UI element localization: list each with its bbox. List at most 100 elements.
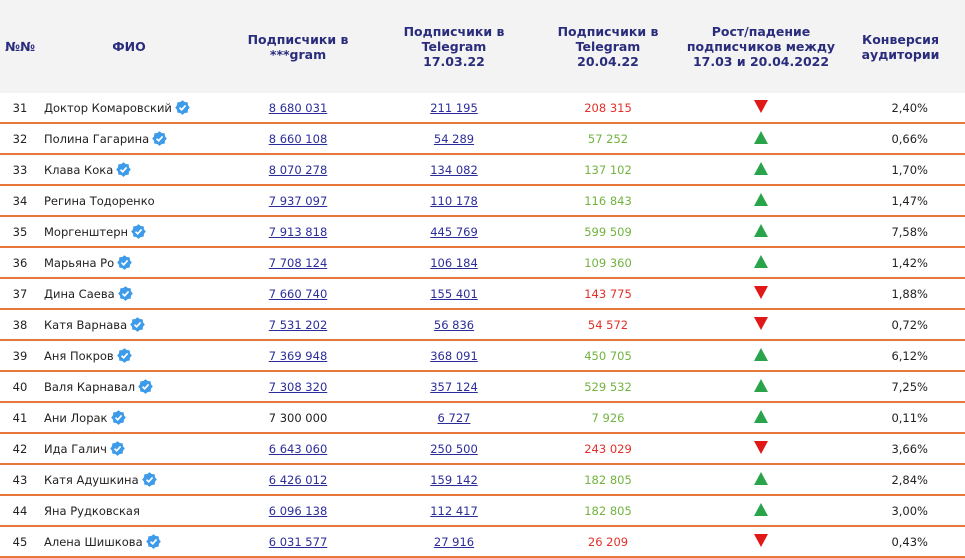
tg-subscribers-0317: 250 500 — [430, 441, 478, 456]
gram-cell: 6 426 012 — [218, 464, 378, 496]
trend-cell — [686, 309, 836, 341]
trend-up — [754, 471, 768, 485]
verified-badge — [138, 379, 153, 394]
person-name: Катя Адушкина — [44, 473, 139, 487]
tg-subscribers-0420: 182 805 — [530, 464, 686, 496]
name-cell: Алена Шишкова — [40, 526, 218, 558]
gram-subscribers: 7 708 124 — [268, 255, 328, 270]
trend-cell — [686, 433, 836, 465]
trend-up — [754, 223, 768, 237]
gram-subscribers: 7 308 320 — [268, 379, 328, 394]
gram-cell: 6 643 060 — [218, 433, 378, 465]
gram-subscribers: 6 643 060 — [268, 441, 328, 456]
trend-cell — [686, 402, 836, 434]
header-cell: Конверсия аудитории — [836, 0, 965, 93]
header-row: №№ ФИО Подписчики в ***gram Подписчики в Te… — [0, 0, 965, 93]
row-number: 32 — [0, 123, 40, 155]
gram-cell: 7 308 320 — [218, 371, 378, 403]
name-cell: Доктор Комаровский — [40, 93, 218, 124]
gram-cell: 7 708 124 — [218, 247, 378, 279]
row-number: 42 — [0, 433, 40, 465]
trend-cell — [686, 185, 836, 217]
trend-down — [754, 533, 768, 547]
tg-cell-0317: 6 727 — [378, 402, 530, 434]
table-row: 31 Доктор Комаровский 8 680 031 211 195 208 … — [0, 93, 965, 124]
table-row: 39 Аня Покров 7 369 948 368 091 450 705 6,12% — [0, 340, 965, 372]
tg-subscribers-0420: 243 029 — [530, 433, 686, 465]
tg-cell-0317: 368 091 — [378, 340, 530, 372]
person-name: Регина Тодоренко — [44, 193, 155, 208]
gram-subscribers: 7 531 202 — [268, 317, 328, 332]
row-number: 33 — [0, 154, 40, 186]
row-number: 44 — [0, 495, 40, 527]
tg-subscribers-0317: 27 916 — [433, 534, 475, 549]
table-row: 43 Катя Адушкина 6 426 012 159 142 182 805 2,… — [0, 464, 965, 496]
row-number: 39 — [0, 340, 40, 372]
gram-cell: 7 300 000 — [218, 402, 378, 434]
table-row: 45 Алена Шишкова 6 031 577 27 916 26 209 0,43… — [0, 526, 965, 558]
name-cell: Дина Саева — [40, 278, 218, 310]
gram-subscribers: 7 937 097 — [268, 193, 328, 208]
tg-cell-0317: 56 836 — [378, 309, 530, 341]
tg-cell-0317: 250 500 — [378, 433, 530, 465]
tg-subscribers-0317: 159 142 — [430, 472, 478, 487]
tg-subscribers-0317: 56 836 — [433, 317, 475, 332]
trend-up — [754, 130, 768, 144]
conversion: 0,72% — [836, 309, 965, 341]
table-row: 34 Регина Тодоренко 7 937 097 110 178 116 84… — [0, 185, 965, 217]
tg-subscribers-0420: 7 926 — [530, 402, 686, 434]
conversion: 0,11% — [836, 402, 965, 434]
conversion: 1,70% — [836, 154, 965, 186]
tg-subscribers-0420: 208 315 — [530, 93, 686, 124]
name-cell: Ида Галич — [40, 433, 218, 465]
name-cell: Моргенштерн — [40, 216, 218, 248]
tg-subscribers-0317: 106 184 — [430, 255, 478, 270]
person-name: Марьяна Ро — [44, 256, 115, 270]
trend-down — [754, 285, 768, 299]
tg-subscribers-0420: 182 805 — [530, 495, 686, 527]
header-cell: Подписчики в Telegram 20.04.22 — [530, 0, 686, 93]
gram-cell: 6 096 138 — [218, 495, 378, 527]
gram-cell: 7 913 818 — [218, 216, 378, 248]
verified-badge — [131, 224, 146, 239]
trend-cell — [686, 464, 836, 496]
tg-subscribers-0317: 357 124 — [430, 379, 478, 394]
gram-subscribers: 8 660 108 — [268, 131, 328, 146]
header-cell: ФИО — [40, 0, 218, 93]
person-name: Моргенштерн — [44, 225, 129, 239]
tg-subscribers-0317: 134 082 — [430, 162, 478, 177]
trend-cell — [686, 526, 836, 558]
gram-cell: 6 031 577 — [218, 526, 378, 558]
person-name: Алена Шишкова — [44, 535, 143, 549]
trend-down — [754, 99, 768, 113]
verified-badge — [117, 286, 133, 301]
verified-badge — [175, 100, 190, 115]
row-number: 31 — [0, 93, 40, 124]
trend-up — [754, 378, 768, 392]
row-number: 41 — [0, 402, 40, 434]
tg-subscribers-0420: 116 843 — [530, 185, 686, 217]
tg-cell-0317: 211 195 — [378, 93, 530, 124]
name-cell: Регина Тодоренко — [40, 185, 218, 217]
name-cell: Аня Покров — [40, 340, 218, 372]
tg-cell-0317: 445 769 — [378, 216, 530, 248]
conversion: 7,58% — [836, 216, 965, 248]
gram-subscribers: 7 660 740 — [268, 286, 328, 301]
trend-up — [754, 409, 768, 423]
trend-up — [754, 192, 768, 206]
person-name: Доктор Комаровский — [44, 101, 172, 115]
name-cell: Клава Кока — [40, 154, 218, 186]
gram-subscribers: 7 300 000 — [268, 410, 328, 425]
verified-badge — [141, 472, 157, 487]
tg-subscribers-0317: 368 091 — [430, 348, 478, 363]
gram-subscribers: 7 913 818 — [268, 224, 328, 239]
table-row: 37 Дина Саева 7 660 740 155 401 143 775 1,88% — [0, 278, 965, 310]
trend-cell — [686, 371, 836, 403]
table-row: 44 Яна Рудковская 6 096 138 112 417 182 805 3… — [0, 495, 965, 527]
gram-subscribers: 6 031 577 — [268, 534, 328, 549]
person-name: Катя Варнава — [44, 318, 128, 332]
header-cell: Рост/падение подписчиков между 17.03 и 2… — [686, 0, 836, 93]
verified-badge — [116, 162, 132, 177]
person-name: Дина Саева — [44, 287, 115, 301]
